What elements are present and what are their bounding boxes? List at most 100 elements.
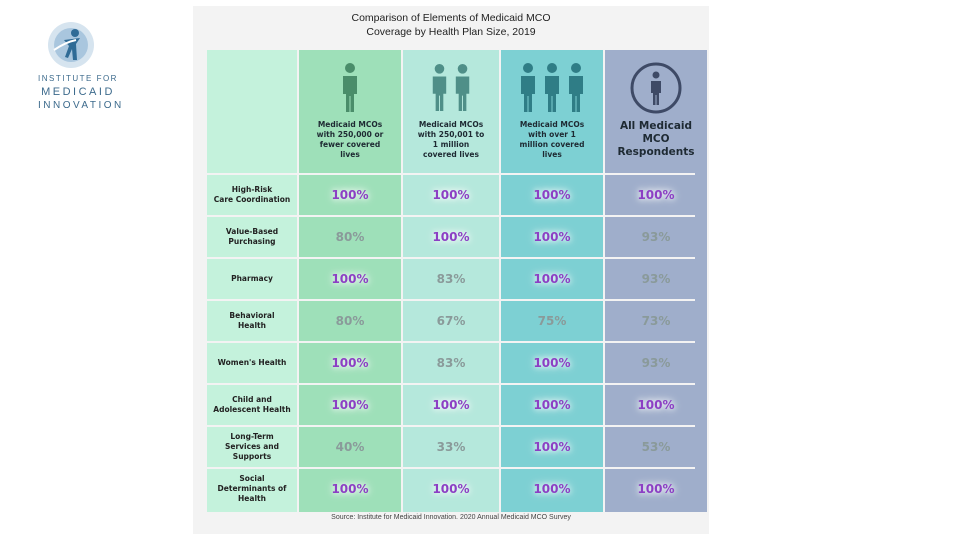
slide-panel: Comparison of Elements of Medicaid MCO C… bbox=[193, 6, 709, 534]
value-cell: 100% bbox=[432, 482, 470, 496]
value-cell: 33% bbox=[436, 440, 466, 454]
person-icon bbox=[432, 64, 447, 112]
value-cell: 100% bbox=[637, 482, 675, 496]
value-cell: 100% bbox=[331, 482, 369, 496]
value-cell: 53% bbox=[641, 440, 671, 454]
header-icon-group bbox=[432, 64, 470, 112]
value-cell: 100% bbox=[331, 398, 369, 412]
value-cell: 80% bbox=[335, 314, 365, 328]
row-separator bbox=[207, 299, 695, 301]
row-label: Behavioral Health bbox=[207, 301, 297, 341]
institute-logo: INSTITUTE FOR MEDICAID INNOVATION bbox=[38, 20, 121, 112]
chart-title-line1: Comparison of Elements of Medicaid MCO bbox=[351, 12, 551, 24]
value-cell: 93% bbox=[641, 272, 671, 286]
value-cell: 100% bbox=[637, 188, 675, 202]
column-header: Medicaid MCOs with over 1 million covered l… bbox=[501, 50, 603, 175]
value-cell: 100% bbox=[432, 230, 470, 244]
column-header-text: Medicaid MCOs with 250,001 to 1 million cov… bbox=[407, 120, 495, 160]
row-separator bbox=[207, 341, 695, 343]
column-header-line: All Medicaid bbox=[619, 120, 693, 132]
row-label: Value-Based Purchasing bbox=[207, 217, 297, 257]
column-header: Medicaid MCOs with 250,000 or fewer covere… bbox=[299, 50, 401, 175]
row-label: High-Risk Care Coordination bbox=[207, 175, 297, 215]
column-header-line: MCO bbox=[642, 133, 670, 145]
row-label-text: Child and Adolescent Health bbox=[213, 395, 290, 415]
column-header: Medicaid MCOs with 250,001 to 1 million cov… bbox=[403, 50, 499, 175]
column-header-line: with 250,001 to bbox=[417, 130, 485, 139]
value-cell: 83% bbox=[436, 272, 466, 286]
row-label-line: Supports bbox=[232, 452, 272, 461]
chart-title: Comparison of Elements of Medicaid MCO C… bbox=[193, 11, 709, 39]
label-column-bg bbox=[207, 50, 297, 512]
row-label-text: Value-Based Purchasing bbox=[226, 227, 278, 247]
row-label: Women's Health bbox=[207, 343, 297, 383]
column-header-text: All Medicaid MCO Respondents bbox=[609, 120, 703, 159]
column-header-line: fewer covered bbox=[319, 140, 381, 149]
column-header-line: Respondents bbox=[617, 146, 695, 158]
person-icon bbox=[521, 63, 535, 112]
row-label: Pharmacy bbox=[207, 259, 297, 299]
header-icon-group bbox=[630, 62, 682, 114]
row-separator bbox=[207, 425, 695, 427]
column-header-text: Medicaid MCOs with over 1 million covered l… bbox=[505, 120, 599, 160]
row-label-line: Women's Health bbox=[217, 358, 287, 367]
row-label-line: Health bbox=[238, 321, 266, 330]
column-header-line: covered lives bbox=[423, 150, 479, 159]
row-label-line: Determinants of bbox=[217, 484, 287, 493]
value-cell: 93% bbox=[641, 230, 671, 244]
value-cell: 67% bbox=[436, 314, 466, 328]
column-header-line: with 250,000 or bbox=[316, 130, 384, 139]
row-label-line: Purchasing bbox=[228, 237, 276, 246]
person-icon bbox=[455, 64, 470, 112]
row-separator bbox=[207, 257, 695, 259]
row-label: Long-Term Services and Supports bbox=[207, 427, 297, 467]
value-cell: 100% bbox=[533, 272, 571, 286]
column-bg bbox=[403, 50, 499, 512]
source-note: Source: Institute for Medicaid Innovatio… bbox=[331, 514, 571, 521]
logo-text-line2: MEDICAID bbox=[41, 86, 115, 98]
info-person-circle-icon bbox=[630, 62, 682, 114]
value-cell: 100% bbox=[331, 188, 369, 202]
row-label-line: Health bbox=[238, 494, 266, 503]
column-header-line: lives bbox=[340, 150, 360, 159]
value-cell: 100% bbox=[432, 188, 470, 202]
column-bg bbox=[501, 50, 603, 512]
column-header-line: lives bbox=[542, 150, 562, 159]
header-icon-group bbox=[343, 63, 357, 112]
row-label-line: High-Risk bbox=[231, 185, 273, 194]
row-label-line: Pharmacy bbox=[231, 274, 273, 283]
logo-text-line1: INSTITUTE FOR bbox=[38, 74, 118, 83]
row-label-line: Child and bbox=[232, 395, 272, 404]
value-cell: 100% bbox=[331, 356, 369, 370]
person-icon bbox=[545, 63, 559, 112]
row-label-line: Care Coordination bbox=[213, 195, 291, 204]
row-label: Social Determinants of Health bbox=[207, 469, 297, 509]
value-cell: 93% bbox=[641, 356, 671, 370]
value-cell: 83% bbox=[436, 356, 466, 370]
row-separator bbox=[207, 215, 695, 217]
value-cell: 100% bbox=[533, 482, 571, 496]
logo-text-line3: INNOVATION bbox=[38, 100, 124, 111]
person-icon bbox=[569, 63, 583, 112]
value-cell: 100% bbox=[533, 230, 571, 244]
column-bg bbox=[605, 50, 707, 512]
value-cell: 100% bbox=[432, 398, 470, 412]
logo-figure-icon bbox=[48, 22, 94, 68]
column-header-line: 1 million bbox=[432, 140, 470, 149]
row-label-text: Long-Term Services and Supports bbox=[225, 432, 279, 462]
row-label-line: Value-Based bbox=[225, 227, 279, 236]
column-header-line: Medicaid MCOs bbox=[519, 120, 585, 129]
row-separator bbox=[207, 383, 695, 385]
row-label-text: High-Risk Care Coordination bbox=[214, 185, 290, 205]
coverage-table: Medicaid MCOs with 250,000 or fewer covere… bbox=[207, 50, 707, 512]
value-cell: 100% bbox=[637, 398, 675, 412]
column-header-line: million covered bbox=[519, 140, 585, 149]
row-separator bbox=[207, 173, 695, 175]
column-header-line: Medicaid MCOs bbox=[418, 120, 484, 129]
row-label: Child and Adolescent Health bbox=[207, 385, 297, 425]
row-label-text: Social Determinants of Health bbox=[218, 474, 287, 504]
row-label-text: Women's Health bbox=[218, 358, 287, 368]
row-label-text: Pharmacy bbox=[231, 274, 273, 284]
row-label-line: Services and bbox=[224, 442, 280, 451]
column-header-line: Medicaid MCOs bbox=[317, 120, 383, 129]
